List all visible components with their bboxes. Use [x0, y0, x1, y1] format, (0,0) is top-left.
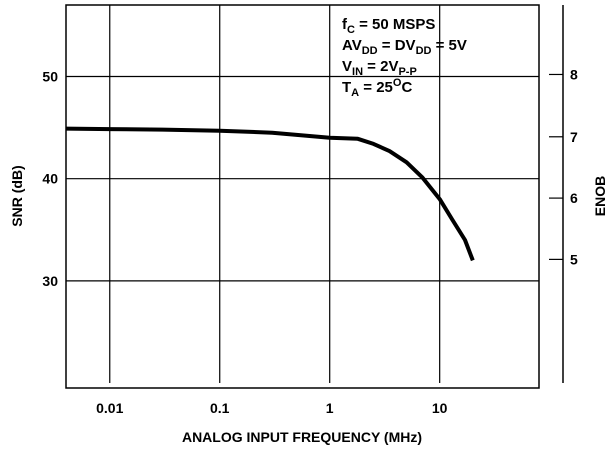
annotation-text-part: P-P	[398, 66, 416, 78]
annotation-text-part: = 2V	[363, 58, 398, 75]
annotation-text-part: = DV	[378, 37, 416, 54]
annotation-text-part: C	[401, 79, 412, 96]
enob-tick-label: 6	[570, 190, 578, 206]
enob-tick-label: 5	[570, 251, 578, 267]
enob-tick-label: 8	[570, 66, 578, 82]
y-axis-label: SNR (dB)	[9, 165, 25, 226]
annotation-line: fC = 50 MSPS	[342, 16, 435, 36]
annotation-text-part: O	[393, 77, 402, 89]
x-tick-label: 0.1	[210, 400, 230, 416]
x-tick-label: 10	[432, 400, 448, 416]
x-tick-labels: 0.01 0.1 1 10	[96, 400, 448, 416]
enob-axis-label: ENOB	[592, 176, 608, 216]
grid-lines	[66, 5, 539, 383]
x-tick-label: 0.01	[96, 400, 123, 416]
annotation-text-part: T	[342, 79, 351, 96]
annotation-text-part: V	[342, 58, 352, 75]
annotation-text-part: AV	[342, 37, 362, 54]
annotation-text-part: = 50 MSPS	[355, 16, 435, 33]
annotation-text-part: A	[351, 87, 359, 99]
x-tick-label: 1	[326, 400, 334, 416]
y-tick-label: 40	[42, 171, 58, 187]
enob-tick-label: 7	[570, 129, 578, 145]
annotation-text-part: = 5V	[431, 37, 466, 54]
x-axis-label: ANALOG INPUT FREQUENCY (MHz)	[182, 429, 422, 445]
y-tick-labels: 30 40 50	[42, 69, 58, 289]
y-tick-label: 50	[42, 69, 58, 85]
annotation-line: VIN = 2VP-P	[342, 58, 417, 78]
annotation-text-part: C	[347, 24, 355, 36]
plot-frame	[65, 4, 540, 389]
annotation-text-part: = 25	[359, 79, 393, 96]
annotation-line: AVDD = DVDD = 5V	[342, 37, 467, 57]
annotation-text-part: IN	[352, 66, 363, 78]
annotation-text-part: f	[342, 16, 348, 33]
y-tick-label: 30	[42, 273, 58, 289]
snr-curve	[65, 126, 475, 262]
annotation-text-part: DD	[416, 45, 432, 57]
annotation-line: TA = 25OC	[342, 77, 412, 99]
enob-tick-marks: 5 6 7 8	[549, 66, 578, 267]
annotation-text-part: DD	[362, 45, 378, 57]
